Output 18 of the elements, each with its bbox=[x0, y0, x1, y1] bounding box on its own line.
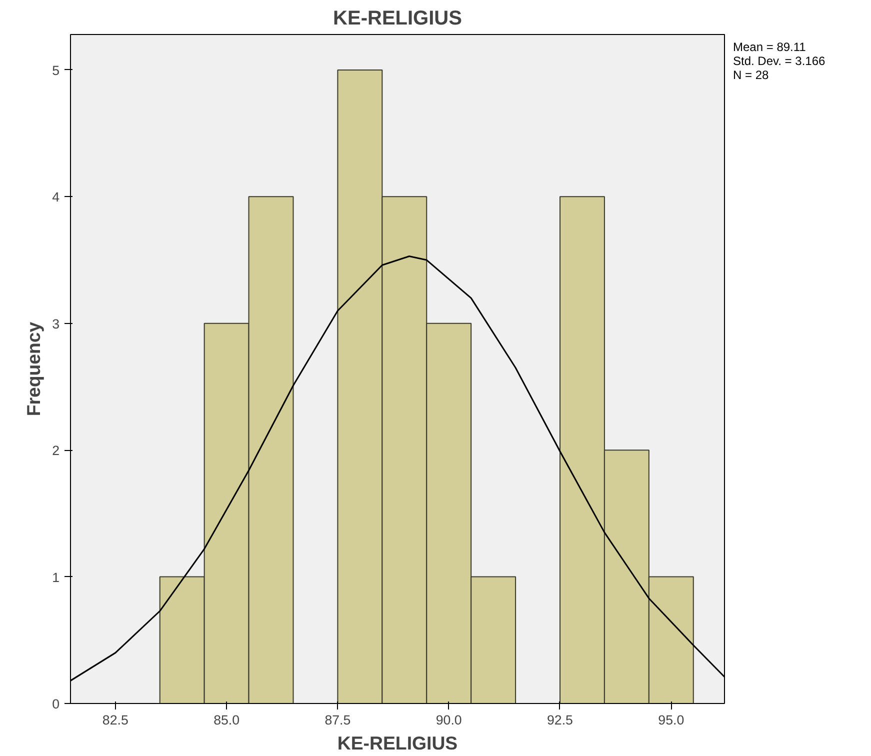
x-tick-label: 92.5 bbox=[547, 712, 573, 728]
text: N = 28 bbox=[733, 68, 770, 82]
y-tick-label: 4 bbox=[52, 190, 60, 205]
x-axis-title: KE-RELIGIUS bbox=[337, 732, 458, 754]
y-tick-label: 5 bbox=[52, 62, 60, 78]
y-axis-title: Frequency bbox=[23, 321, 44, 416]
chart-title: KE-RELIGIUS bbox=[333, 8, 462, 30]
y-tick-label: 0 bbox=[52, 696, 60, 712]
x-tick-label: 82.5 bbox=[102, 712, 128, 728]
y-tick-label: 1 bbox=[52, 570, 60, 585]
text: Mean = 89.11 bbox=[733, 40, 807, 54]
x-tick-label: 85.0 bbox=[214, 712, 240, 728]
x-tick-label: 87.5 bbox=[324, 712, 351, 728]
text: Std. Dev. = 3.166 bbox=[733, 54, 826, 68]
y-tick-label: 3 bbox=[52, 316, 60, 332]
x-tick-label: 95.0 bbox=[658, 712, 684, 728]
x-tick-label: 90.0 bbox=[436, 712, 462, 728]
y-tick-label: 2 bbox=[52, 443, 60, 458]
